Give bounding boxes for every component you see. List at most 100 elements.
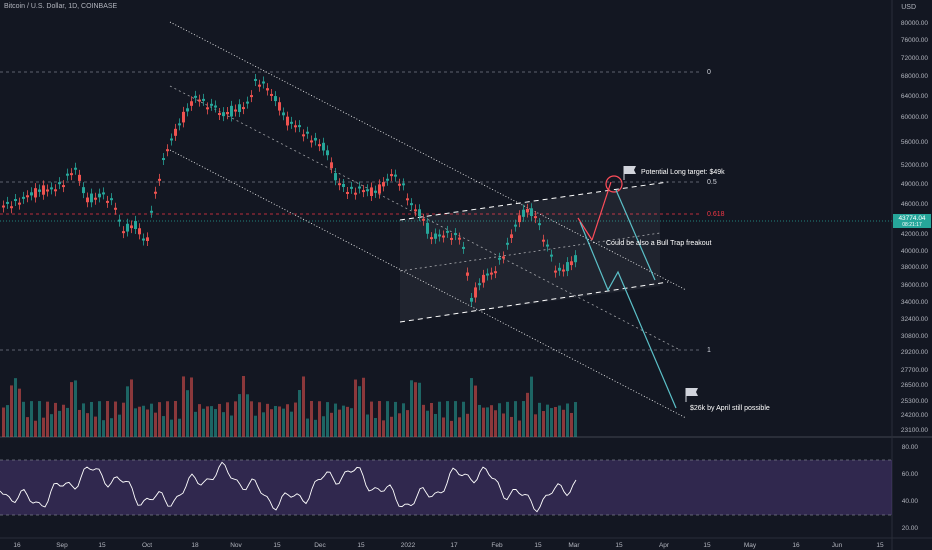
candle-body [146, 237, 149, 241]
volume-bar [402, 403, 405, 437]
candle-body [386, 178, 389, 181]
price-axis-label: 68000.00 [901, 73, 928, 80]
price-axis-label: 52000.00 [901, 162, 928, 169]
volume-bar [18, 388, 21, 437]
candle-body [306, 131, 309, 134]
candle-body [398, 183, 401, 186]
volume-bar [542, 411, 545, 437]
candle-body [346, 191, 349, 194]
chart-title: Bitcoin / U.S. Dollar, 1D, COINBASE [4, 3, 118, 10]
candle-body [434, 233, 437, 239]
candle-body [30, 192, 33, 196]
channel-bottom-line [399, 281, 669, 323]
candle-body [282, 112, 285, 116]
volume-bar [362, 377, 365, 437]
candle-body [366, 189, 369, 192]
volume-bar [486, 407, 489, 437]
volume-bar [406, 410, 409, 437]
volume-bar [318, 401, 321, 437]
price-axis-label: 23100.00 [901, 427, 928, 434]
volume-bar [414, 382, 417, 437]
volume-bar [110, 418, 113, 437]
volume-bar [390, 416, 393, 437]
ascending-channel-fill [400, 184, 660, 322]
volume-bar [394, 401, 397, 437]
candle-body [526, 208, 529, 213]
volume-bar [326, 402, 329, 437]
volume-bar [294, 402, 297, 437]
candle-body [378, 184, 381, 194]
candle-body [498, 257, 501, 260]
candle-body [326, 150, 329, 156]
price-axis-label: 56000.00 [901, 139, 928, 146]
volume-bar [442, 417, 445, 437]
price-axis-label: 25300.00 [901, 398, 928, 405]
volume-bar [562, 409, 565, 437]
channel-top-line [399, 181, 669, 221]
volume-bar [82, 403, 85, 437]
candlesticks [2, 73, 577, 307]
volume-bar [2, 407, 5, 437]
volume-bar [14, 378, 17, 437]
volume-bar [6, 405, 9, 437]
volume-bar [130, 379, 133, 437]
volume-bar [262, 412, 265, 437]
volume-bar [10, 385, 13, 437]
rsi-axis: 80.00 60.00 40.00 20.00 [902, 444, 919, 532]
volume-bar [218, 403, 221, 437]
candle-body [430, 237, 433, 240]
volume-bar [462, 401, 465, 437]
channel-mid-line [399, 232, 661, 272]
candle-body [422, 218, 425, 221]
volume-bar [278, 406, 281, 437]
candle-body [158, 178, 161, 181]
volume-bar [354, 379, 357, 437]
candle-body [318, 144, 321, 147]
volume-bar [430, 402, 433, 437]
candle-body [198, 99, 201, 102]
volume-bar [574, 402, 577, 437]
volume-bar [70, 382, 73, 437]
candle-body [226, 111, 229, 115]
volume-bar [126, 386, 129, 437]
candle-body [394, 174, 397, 177]
candle-body [230, 105, 233, 117]
price-axis-label: 34000.00 [901, 299, 928, 306]
volume-bar [350, 408, 353, 437]
candle-body [542, 239, 545, 242]
candle-body [390, 174, 393, 177]
volume-bar [550, 408, 553, 437]
volume-bar [510, 416, 513, 437]
volume-bar [458, 417, 461, 437]
volume-bar [518, 420, 521, 437]
desc-channel-mid [169, 85, 681, 351]
volume-bar [310, 401, 313, 437]
current-price-value: 43774.04 [898, 215, 925, 222]
volume-bar [90, 401, 93, 437]
volume-bar [38, 401, 41, 437]
candle-body [466, 272, 469, 276]
candle-body [530, 208, 533, 217]
candle-body [62, 185, 65, 188]
volume-bar [446, 401, 449, 437]
volume-bar [34, 420, 37, 437]
volume-bar [274, 405, 277, 437]
volume-bar [114, 401, 117, 437]
volume-bar [330, 412, 333, 437]
candle-body [558, 267, 561, 271]
candle-body [34, 188, 37, 198]
time-axis-label: Nov [230, 542, 242, 549]
candle-body [126, 223, 129, 232]
candle-body [118, 219, 121, 222]
candle-body [298, 125, 301, 128]
candle-body [370, 187, 373, 197]
rsi-band [0, 460, 892, 515]
price-axis-label: 29200.00 [901, 349, 928, 356]
volume-bar [302, 376, 305, 437]
volume-bar [382, 420, 385, 437]
volume-bar [146, 409, 149, 437]
volume-bar [270, 409, 273, 437]
candle-body [426, 222, 429, 234]
volume-bar [450, 420, 453, 437]
